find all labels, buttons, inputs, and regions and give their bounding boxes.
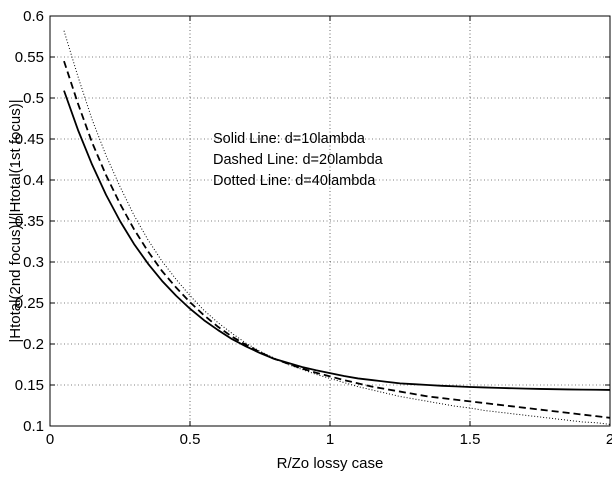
y-axis-label: |Htotal(2nd focus)|/|Htotal(1st focus)| bbox=[7, 99, 24, 342]
series-line-dashed bbox=[63, 60, 611, 419]
legend-annotation-dashed: Dashed Line: d=20lambda bbox=[213, 152, 384, 168]
legend-annotation-solid: Solid Line: d=10lambda bbox=[213, 131, 366, 147]
y-tick-label: 0.5 bbox=[23, 90, 44, 107]
y-tick-label: 0.15 bbox=[15, 377, 44, 394]
y-tick-label: 0.2 bbox=[23, 336, 44, 353]
grid bbox=[50, 16, 610, 426]
x-tick-label: 2 bbox=[606, 431, 612, 448]
y-tick-label: 0.4 bbox=[23, 172, 44, 189]
y-tick-label: 0.6 bbox=[23, 8, 44, 25]
series-line-solid bbox=[63, 90, 611, 391]
x-tick-label: 1 bbox=[326, 431, 334, 448]
y-tick-label: 0.35 bbox=[15, 213, 44, 230]
series-lines bbox=[63, 30, 611, 425]
series-line-dotted bbox=[63, 30, 611, 425]
y-axis: 0.1 0.15 0.2 0.25 0.3 0.35 0.4 0.45 0.5 0.55 0.6 bbox=[15, 8, 610, 435]
y-tick-label: 0.45 bbox=[15, 131, 44, 148]
y-tick-label: 0.55 bbox=[15, 49, 44, 66]
y-tick-label: 0.1 bbox=[23, 418, 44, 435]
y-tick-label: 0.3 bbox=[23, 254, 44, 271]
x-axis-label: R/Zo lossy case bbox=[277, 455, 384, 472]
x-tick-label: 0.5 bbox=[180, 431, 201, 448]
legend-annotation-dotted: Dotted Line: d=40lambda bbox=[213, 173, 376, 189]
x-tick-label: 0 bbox=[46, 431, 54, 448]
x-axis: 0 0.5 1 1.5 2 bbox=[46, 16, 612, 448]
x-tick-label: 1.5 bbox=[460, 431, 481, 448]
y-tick-label: 0.25 bbox=[15, 295, 44, 312]
